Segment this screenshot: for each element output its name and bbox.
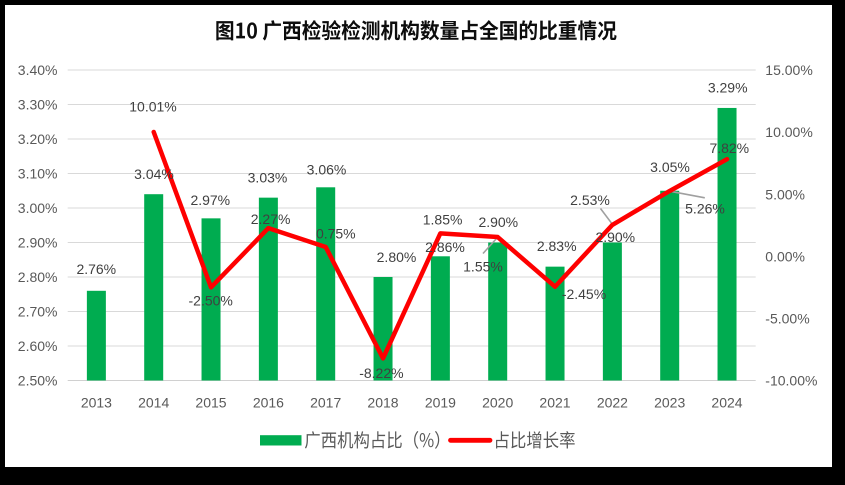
svg-text:3.04%: 3.04% (134, 166, 174, 182)
svg-text:2024: 2024 (711, 395, 742, 411)
svg-text:2.70%: 2.70% (18, 304, 58, 320)
svg-text:3.30%: 3.30% (18, 97, 58, 113)
svg-text:2021: 2021 (539, 395, 570, 411)
svg-text:3.06%: 3.06% (307, 162, 347, 178)
svg-text:2017: 2017 (310, 395, 341, 411)
svg-text:2022: 2022 (597, 395, 628, 411)
svg-text:1.85%: 1.85% (423, 212, 463, 228)
svg-text:2.86%: 2.86% (425, 239, 465, 255)
svg-text:2.60%: 2.60% (18, 338, 58, 354)
svg-text:2.83%: 2.83% (537, 238, 577, 254)
svg-text:2020: 2020 (482, 395, 513, 411)
svg-text:5.26%: 5.26% (685, 201, 725, 217)
svg-text:2.53%: 2.53% (570, 192, 610, 208)
svg-text:3.40%: 3.40% (18, 62, 58, 78)
svg-text:3.20%: 3.20% (18, 131, 58, 147)
svg-text:2019: 2019 (425, 395, 456, 411)
svg-text:2.90%: 2.90% (18, 235, 58, 251)
svg-text:1.55%: 1.55% (463, 259, 503, 275)
svg-text:3.29%: 3.29% (708, 79, 748, 95)
svg-text:2018: 2018 (367, 395, 398, 411)
svg-text:0.00%: 0.00% (765, 248, 805, 264)
svg-text:-2.50%: -2.50% (189, 292, 233, 308)
svg-text:2.90%: 2.90% (478, 214, 518, 230)
svg-text:10.01%: 10.01% (129, 99, 176, 115)
svg-text:-8.22%: -8.22% (359, 365, 403, 381)
svg-text:-2.45%: -2.45% (562, 286, 606, 302)
svg-text:3.00%: 3.00% (18, 200, 58, 216)
svg-text:15.00%: 15.00% (765, 62, 812, 78)
svg-text:2015: 2015 (195, 395, 226, 411)
svg-text:10.00%: 10.00% (765, 124, 812, 140)
svg-text:2014: 2014 (138, 395, 169, 411)
svg-text:-5.00%: -5.00% (765, 311, 809, 327)
svg-text:2023: 2023 (654, 395, 685, 411)
svg-text:3.03%: 3.03% (248, 170, 288, 186)
svg-text:3.10%: 3.10% (18, 166, 58, 182)
svg-text:2.50%: 2.50% (18, 373, 58, 389)
svg-text:5.00%: 5.00% (765, 186, 805, 202)
svg-text:-10.00%: -10.00% (765, 373, 817, 389)
svg-text:2.90%: 2.90% (595, 229, 635, 245)
svg-text:2.80%: 2.80% (377, 249, 417, 265)
svg-text:2016: 2016 (253, 395, 284, 411)
svg-text:0.75%: 0.75% (316, 225, 356, 241)
svg-text:2.97%: 2.97% (190, 192, 230, 208)
svg-text:2.27%: 2.27% (251, 211, 291, 227)
svg-text:7.82%: 7.82% (709, 140, 749, 156)
svg-text:3.05%: 3.05% (650, 159, 690, 175)
svg-text:2.80%: 2.80% (18, 269, 58, 285)
svg-text:2013: 2013 (81, 395, 112, 411)
svg-text:2.76%: 2.76% (76, 261, 116, 277)
